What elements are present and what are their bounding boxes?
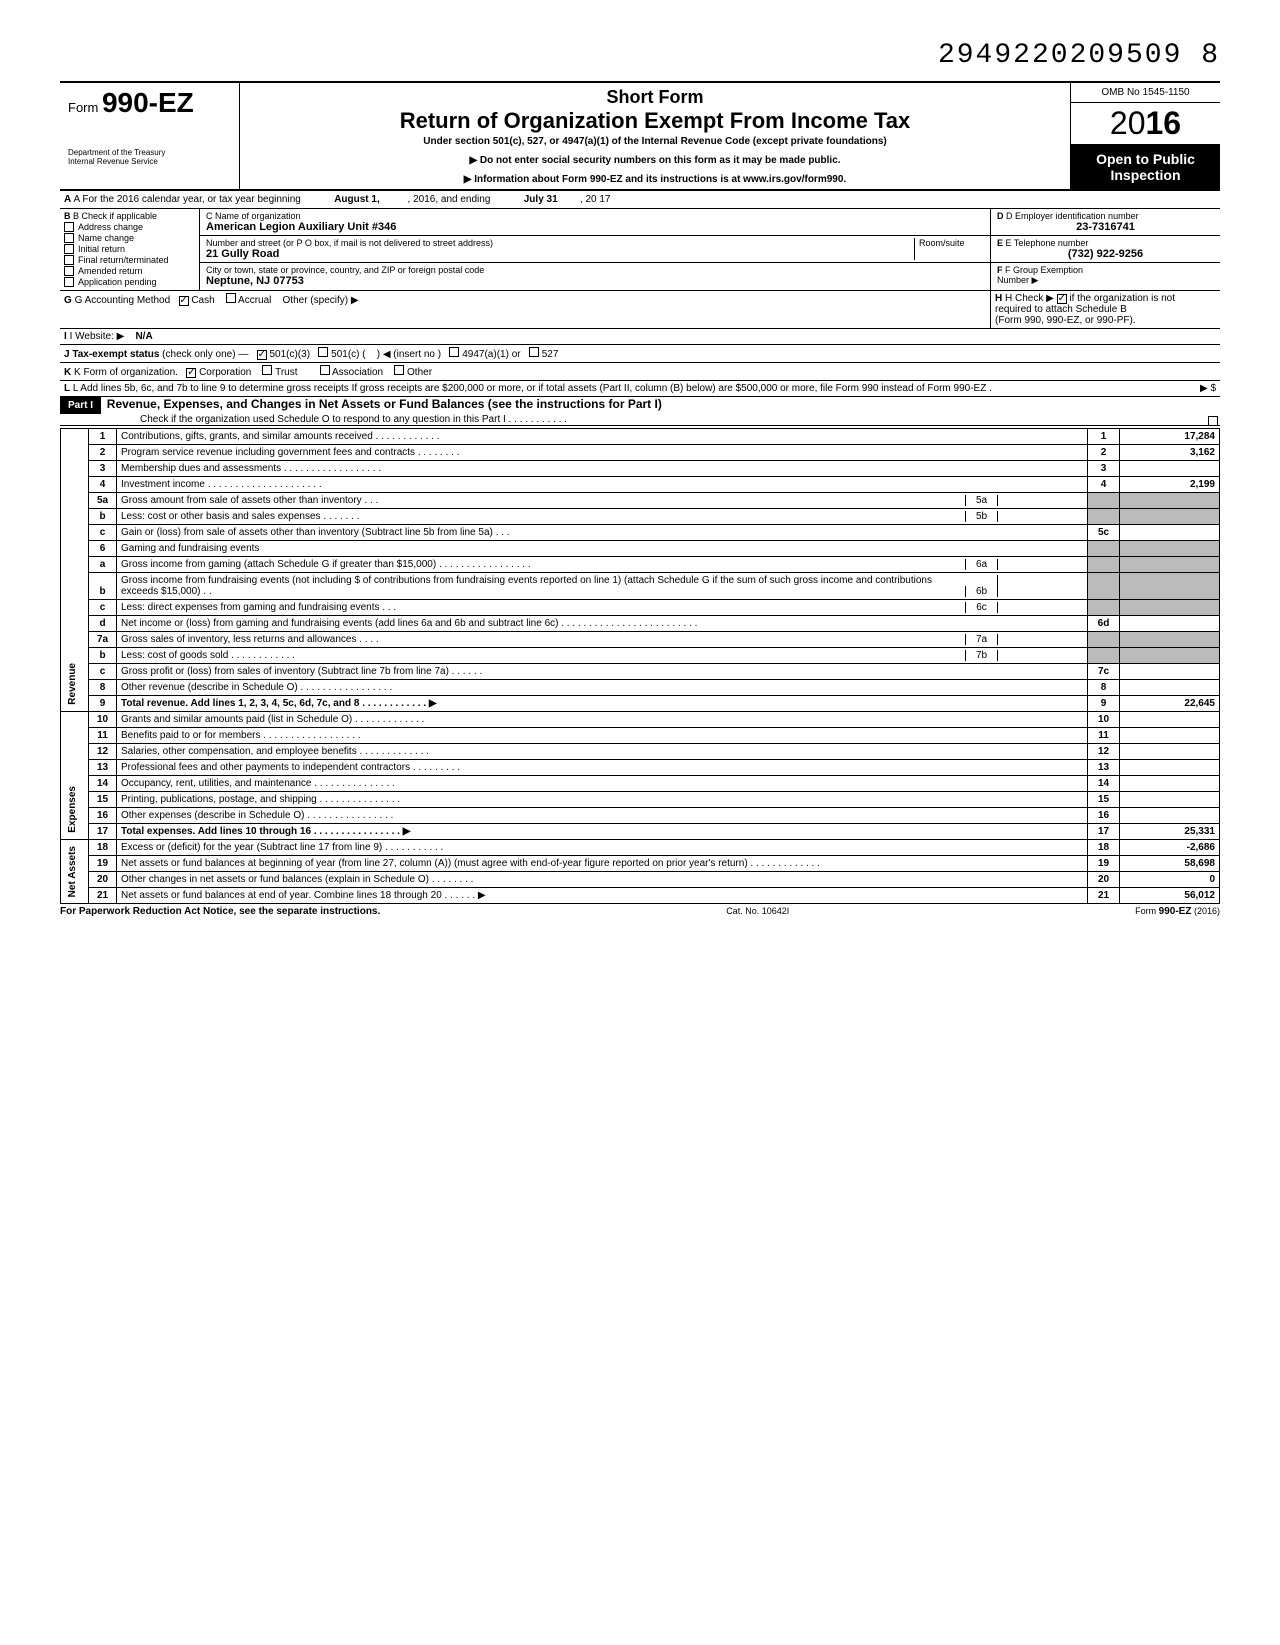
- f-group-exemption: F F Group Exemption Number ▶: [991, 263, 1220, 288]
- form-subtitle: Under section 501(c), 527, or 4947(a)(1)…: [248, 136, 1062, 147]
- c-city: City or town, state or province, country…: [200, 263, 990, 289]
- chk-final-return[interactable]: Final return/terminated: [64, 255, 195, 265]
- part-1-table: Revenue 1Contributions, gifts, grants, a…: [60, 428, 1220, 904]
- department: Department of the Treasury Internal Reve…: [68, 149, 231, 167]
- chk-527[interactable]: [529, 347, 539, 357]
- revenue-label: Revenue: [65, 659, 80, 709]
- open-to-public: Open to Public Inspection: [1071, 145, 1220, 189]
- form-number: Form 990-EZ: [68, 87, 231, 119]
- chk-corporation[interactable]: [186, 368, 196, 378]
- chk-accrual[interactable]: [226, 293, 236, 303]
- expenses-label: Expenses: [65, 782, 80, 837]
- warning-ssn: ▶ Do not enter social security numbers o…: [248, 155, 1062, 166]
- chk-initial-return[interactable]: Initial return: [64, 244, 195, 254]
- chk-501c[interactable]: [318, 347, 328, 357]
- d-ein: D D Employer identification number 23-73…: [991, 209, 1220, 236]
- line-a-tax-year: A A For the 2016 calendar year, or tax y…: [60, 191, 1220, 209]
- page-footer: For Paperwork Reduction Act Notice, see …: [60, 904, 1220, 917]
- e-telephone: E E Telephone number (732) 922-9256: [991, 236, 1220, 263]
- c-name: C Name of organization American Legion A…: [200, 209, 990, 236]
- omb-number: OMB No 1545-1150: [1071, 83, 1220, 103]
- part-1-header: Part I Revenue, Expenses, and Changes in…: [60, 397, 1220, 426]
- chk-4947[interactable]: [449, 347, 459, 357]
- chk-trust[interactable]: [262, 365, 272, 375]
- chk-cash[interactable]: [179, 296, 189, 306]
- row-j-tax-status: J Tax-exempt status (check only one) — 5…: [60, 345, 1220, 363]
- document-id: 2949220209509 8: [60, 40, 1220, 71]
- chk-501c3[interactable]: [257, 350, 267, 360]
- chk-schedule-o[interactable]: [1208, 416, 1218, 426]
- tax-year: 20201616: [1071, 103, 1220, 145]
- chk-association[interactable]: [320, 365, 330, 375]
- room-suite: Room/suite: [914, 238, 984, 260]
- short-form-title: Short Form: [248, 87, 1062, 108]
- row-g-h: G G Accounting Method Cash Accrual Other…: [60, 291, 1220, 329]
- form-title: Return of Organization Exempt From Incom…: [248, 108, 1062, 134]
- chk-amended-return[interactable]: Amended return: [64, 266, 195, 276]
- chk-address-change[interactable]: Address change: [64, 222, 195, 232]
- section-b-to-f: B B Check if applicable Address change N…: [60, 209, 1220, 291]
- row-i-website: I I Website: ▶ N/A: [60, 329, 1220, 345]
- chk-other-org[interactable]: [394, 365, 404, 375]
- c-street: Number and street (or P O box, if mail i…: [200, 236, 990, 263]
- net-assets-label: Net Assets: [65, 842, 80, 901]
- chk-name-change[interactable]: Name change: [64, 233, 195, 243]
- h-schedule-b: H H Check ▶ if the organization is not r…: [990, 291, 1220, 328]
- form-header: Form 990-EZ Department of the Treasury I…: [60, 81, 1220, 191]
- b-header: B B Check if applicable: [64, 211, 195, 221]
- chk-schedule-b[interactable]: [1057, 294, 1067, 304]
- chk-application-pending[interactable]: Application pending: [64, 277, 195, 287]
- info-link: ▶ Information about Form 990-EZ and its …: [248, 174, 1062, 185]
- row-k-org-form: K K Form of organization. Corporation Tr…: [60, 363, 1220, 381]
